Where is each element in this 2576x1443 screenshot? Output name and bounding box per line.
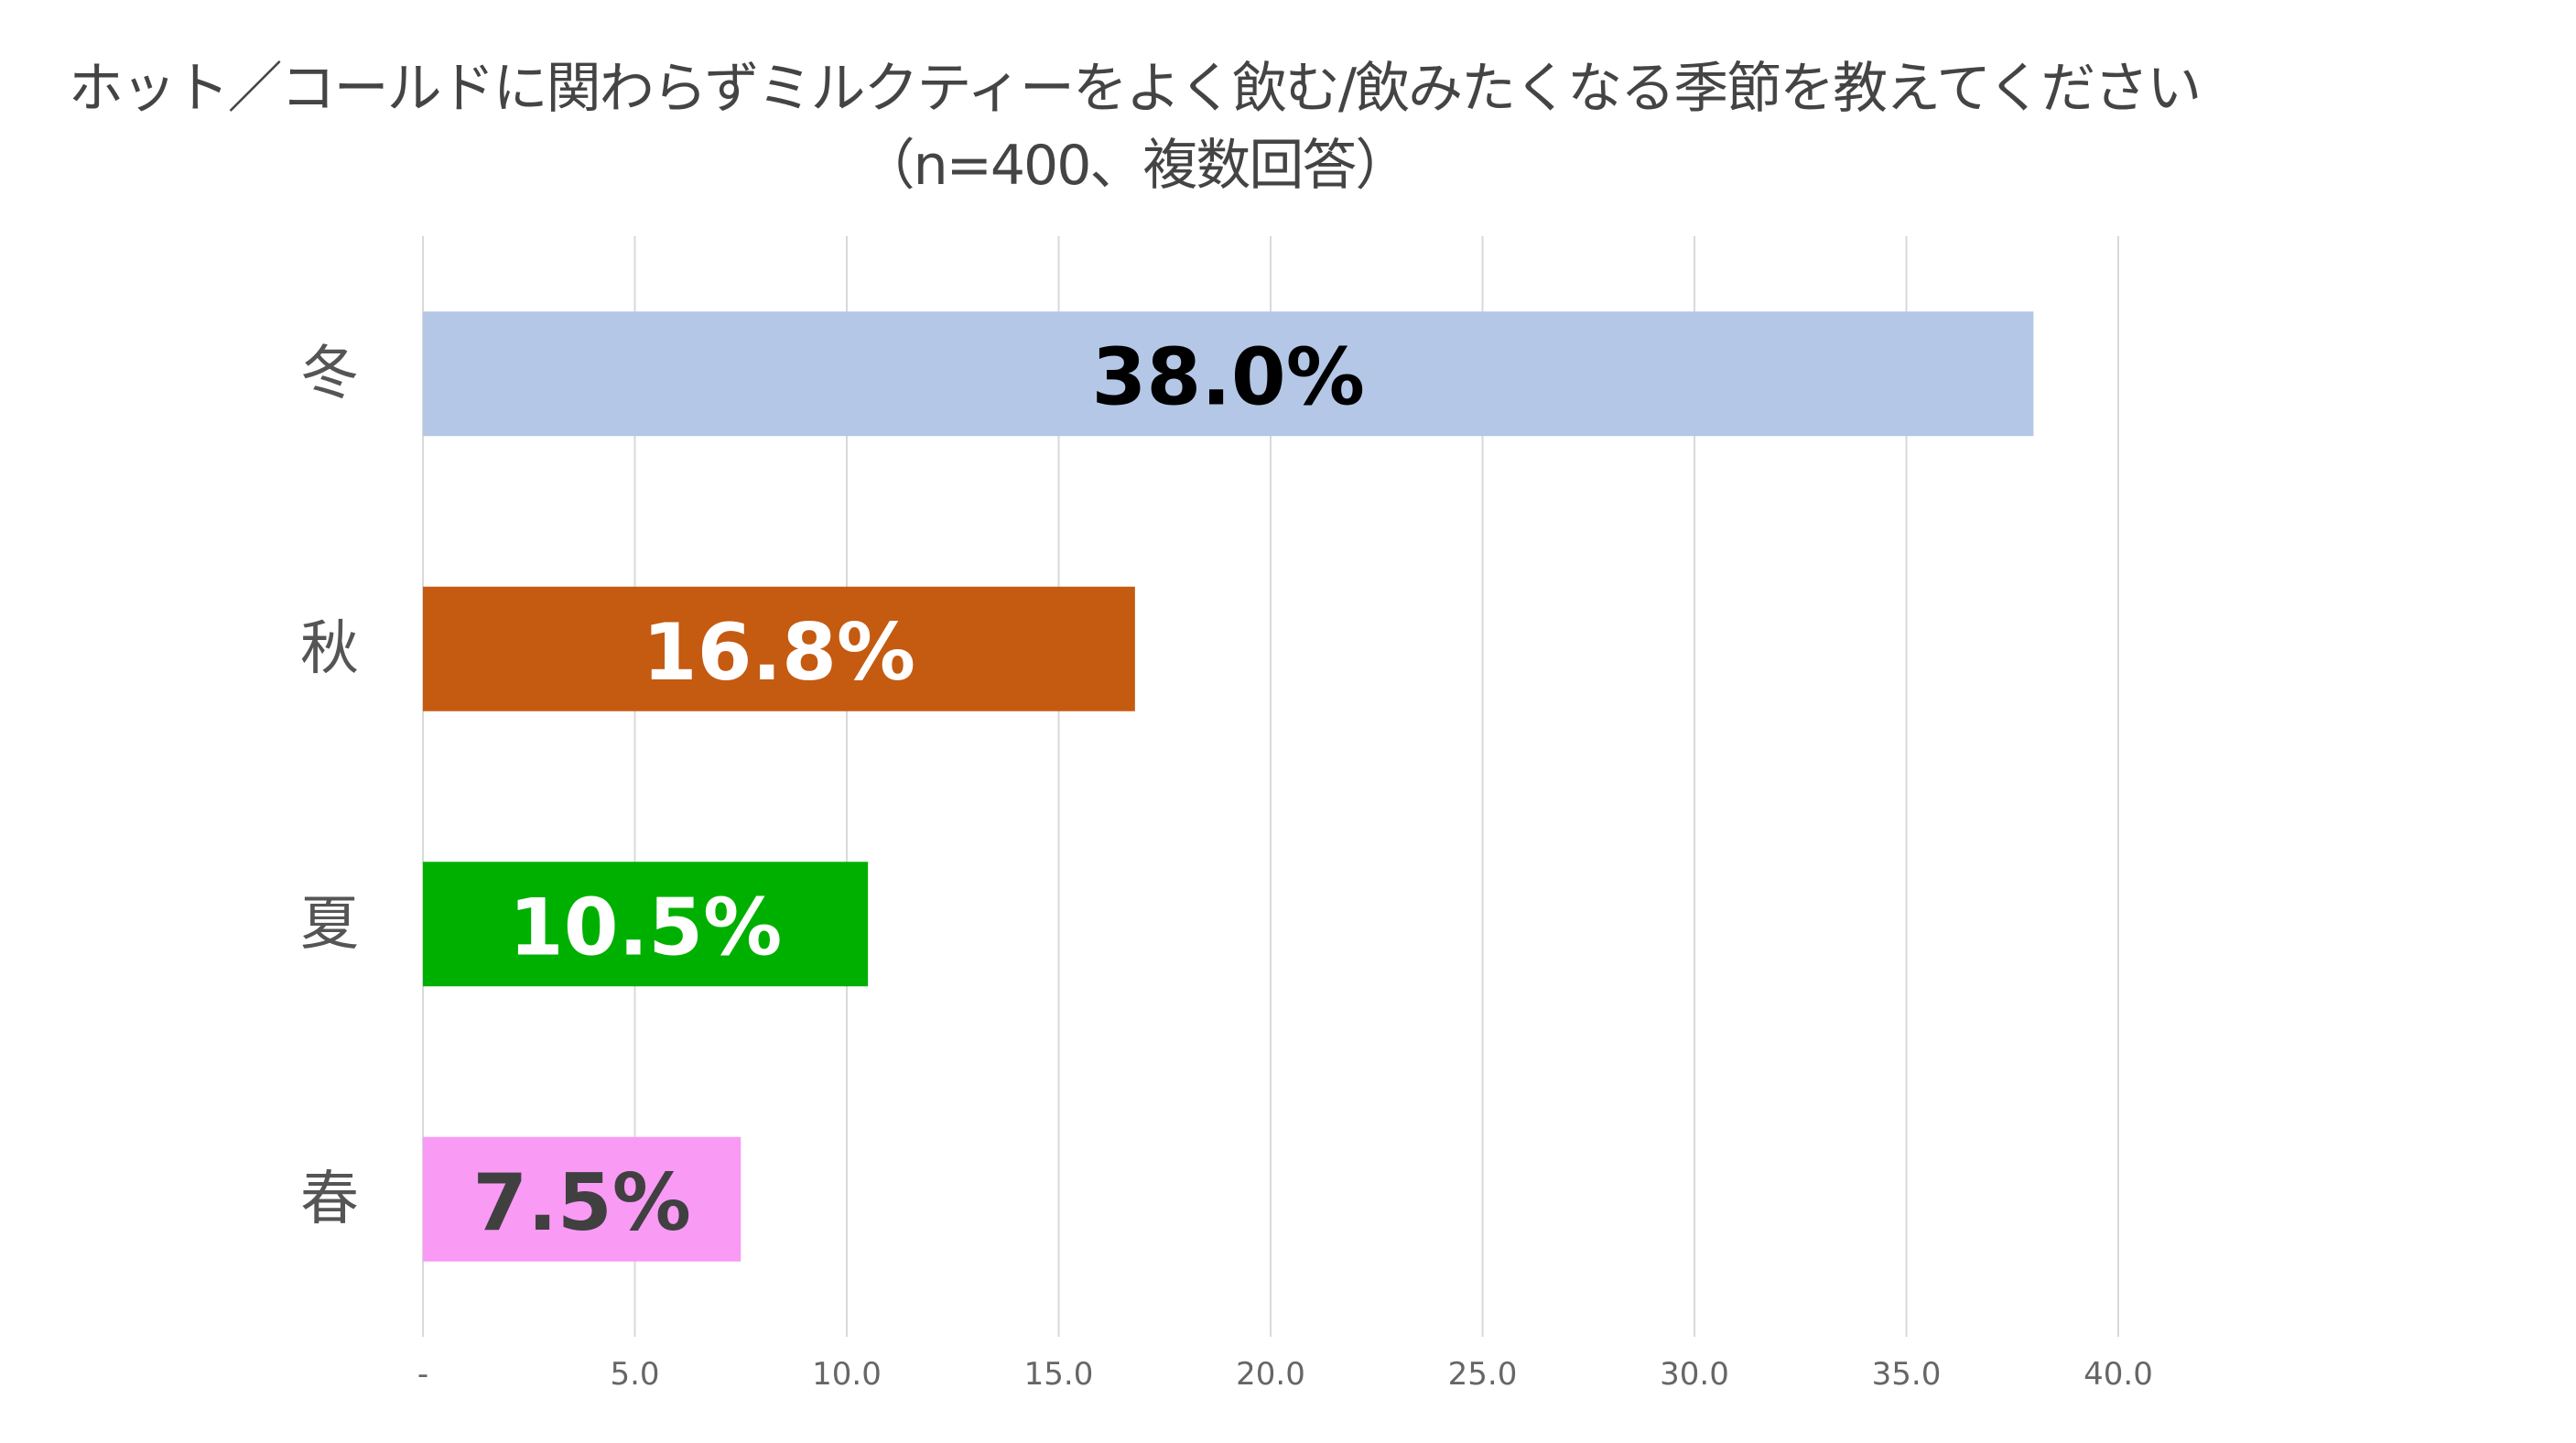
x-tick-label: 10.0 — [812, 1356, 882, 1393]
category-label: 春 — [300, 1166, 359, 1233]
x-tick-label: 15.0 — [1024, 1356, 1094, 1393]
data-label: 7.5% — [472, 1157, 691, 1249]
category-label: 冬 — [300, 340, 359, 407]
bar — [423, 1136, 741, 1262]
bar — [423, 862, 869, 987]
bar — [423, 586, 1135, 711]
category-label: 夏 — [300, 890, 359, 958]
x-tick-label: - — [417, 1356, 428, 1393]
bar — [423, 311, 2034, 437]
x-tick-label: 5.0 — [610, 1356, 659, 1393]
x-tick-label: 20.0 — [1236, 1356, 1305, 1393]
chart-title-block: ホット／コールドに関わらずミルクティーをよく飲む/飲みたくなる季節を教えてくださ… — [0, 50, 2268, 204]
chart-title: ホット／コールドに関わらずミルクティーをよく飲む/飲みたくなる季節を教えてくださ… — [68, 57, 2203, 121]
chart-subtitle: （n=400、複数回答） — [860, 134, 1411, 198]
data-label: 16.8% — [643, 607, 915, 699]
x-tick-label: 35.0 — [1872, 1356, 1942, 1393]
x-tick-label: 40.0 — [2084, 1356, 2153, 1393]
data-label: 38.0% — [1092, 331, 1365, 423]
x-tick-label: 30.0 — [1660, 1356, 1729, 1393]
data-label: 10.5% — [509, 882, 782, 973]
category-label: 秋 — [300, 615, 359, 683]
x-tick-label: 25.0 — [1448, 1356, 1518, 1393]
